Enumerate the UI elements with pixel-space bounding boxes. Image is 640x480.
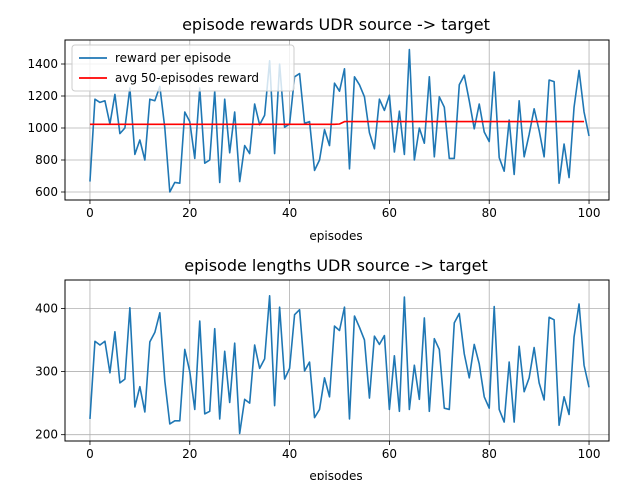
lengths-chart-lines bbox=[89, 294, 590, 435]
y-tick-label: 400 bbox=[35, 301, 58, 315]
rewards-chart-lines bbox=[89, 48, 590, 193]
lengths-chart-frame bbox=[64, 279, 610, 442]
y-tick-label: 800 bbox=[35, 153, 58, 167]
x-tick-label: 80 bbox=[482, 206, 497, 220]
y-tick-label: 1000 bbox=[27, 121, 58, 135]
legend-box bbox=[71, 44, 295, 92]
lengths-chart-xlabel: episodes bbox=[309, 469, 362, 480]
x-tick-label: 60 bbox=[382, 206, 397, 220]
x-tick-label: 100 bbox=[578, 206, 601, 220]
x-tick-label: 0 bbox=[86, 206, 94, 220]
x-tick-label: 20 bbox=[182, 206, 197, 220]
series-line-1 bbox=[89, 120, 585, 126]
lengths-chart: episode lengths UDR source -> target 0 20… bbox=[35, 256, 610, 480]
y-tick-label: 1200 bbox=[27, 89, 58, 103]
x-tick-label: 40 bbox=[282, 206, 297, 220]
legend-entry: avg 50-episodes reward bbox=[115, 71, 259, 85]
rewards-chart: episode rewards UDR source -> target 0 20… bbox=[27, 15, 610, 243]
x-tick-label: 0 bbox=[86, 447, 94, 461]
y-tick-label: 600 bbox=[35, 185, 58, 199]
rewards-chart-ticks: 0 20 40 60 80 100 600 800 1000 1200 1400 bbox=[27, 57, 600, 220]
y-tick-label: 200 bbox=[35, 428, 58, 442]
rewards-chart-frame bbox=[64, 39, 610, 201]
x-tick-label: 40 bbox=[282, 447, 297, 461]
series-line-0 bbox=[89, 294, 590, 435]
y-tick-label: 1400 bbox=[27, 57, 58, 71]
y-tick-label: 300 bbox=[35, 365, 58, 379]
lengths-chart-title: episode lengths UDR source -> target bbox=[184, 256, 487, 275]
rewards-chart-title: episode rewards UDR source -> target bbox=[182, 15, 490, 34]
x-tick-label: 100 bbox=[578, 447, 601, 461]
x-tick-label: 60 bbox=[382, 447, 397, 461]
x-tick-label: 80 bbox=[482, 447, 497, 461]
rewards-chart-xlabel: episodes bbox=[309, 229, 362, 243]
x-tick-label: 20 bbox=[182, 447, 197, 461]
lengths-chart-ticks: 0 20 40 60 80 100 200 300 400 bbox=[35, 301, 600, 461]
rewards-chart-legend: reward per episode avg 50-episodes reward bbox=[71, 44, 295, 92]
series-line-0 bbox=[89, 48, 590, 193]
legend-entry: reward per episode bbox=[115, 51, 231, 65]
